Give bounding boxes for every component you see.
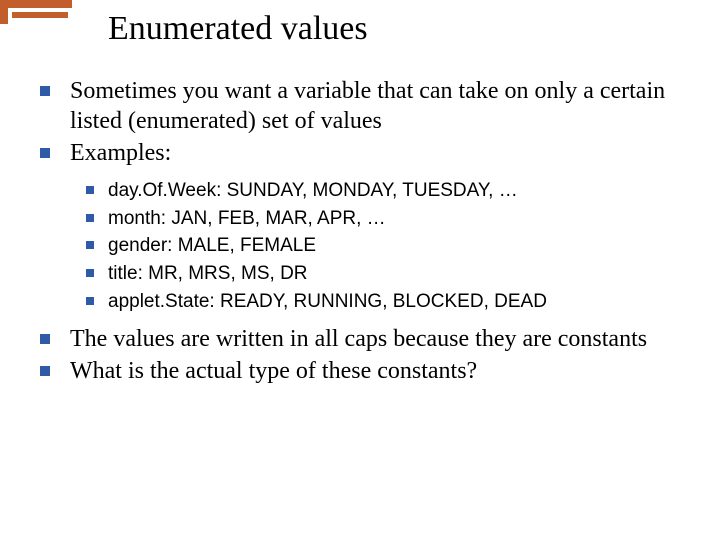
sub-bullet-text: applet.State: READY, RUNNING, BLOCKED, D… <box>108 289 547 315</box>
square-bullet-icon <box>40 86 50 96</box>
square-bullet-icon <box>40 366 50 376</box>
bullet-item: Sometimes you want a variable that can t… <box>40 76 700 136</box>
square-bullet-icon <box>40 148 50 158</box>
bullet-text: Examples: <box>70 138 171 168</box>
slide-body: Sometimes you want a variable that can t… <box>0 48 720 386</box>
slide-title: Enumerated values <box>0 0 720 48</box>
sub-bullet-item: month: JAN, FEB, MAR, APR, … <box>86 206 700 232</box>
sub-bullet-text: day.Of.Week: SUNDAY, MONDAY, TUESDAY, … <box>108 178 518 204</box>
square-bullet-icon <box>86 186 94 194</box>
bullet-text: The values are written in all caps becau… <box>70 324 647 354</box>
square-bullet-icon <box>86 241 94 249</box>
bullet-text: What is the actual type of these constan… <box>70 356 477 386</box>
sub-bullet-text: gender: MALE, FEMALE <box>108 233 316 259</box>
sub-bullet-text: month: JAN, FEB, MAR, APR, … <box>108 206 386 232</box>
square-bullet-icon <box>86 297 94 305</box>
square-bullet-icon <box>86 214 94 222</box>
bullet-item: Examples: <box>40 138 700 168</box>
sub-bullet-list: day.Of.Week: SUNDAY, MONDAY, TUESDAY, … … <box>40 170 700 324</box>
sub-bullet-item: gender: MALE, FEMALE <box>86 233 700 259</box>
square-bullet-icon <box>86 269 94 277</box>
sub-bullet-item: day.Of.Week: SUNDAY, MONDAY, TUESDAY, … <box>86 178 700 204</box>
sub-bullet-text: title: MR, MRS, MS, DR <box>108 261 308 287</box>
bullet-text: Sometimes you want a variable that can t… <box>70 76 700 136</box>
bullet-item: What is the actual type of these constan… <box>40 356 700 386</box>
square-bullet-icon <box>40 334 50 344</box>
sub-bullet-item: applet.State: READY, RUNNING, BLOCKED, D… <box>86 289 700 315</box>
sub-bullet-item: title: MR, MRS, MS, DR <box>86 261 700 287</box>
bullet-item: The values are written in all caps becau… <box>40 324 700 354</box>
